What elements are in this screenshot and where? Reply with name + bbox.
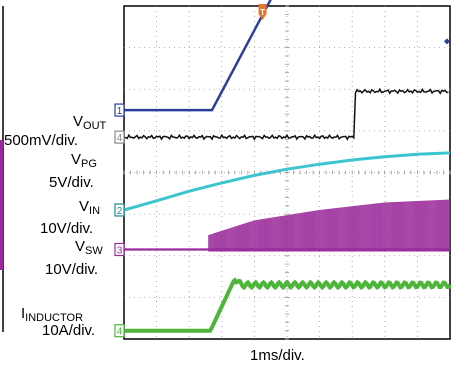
plot-grid xyxy=(123,5,451,340)
vout-name-main: V xyxy=(73,113,84,130)
trace-layer xyxy=(123,0,452,333)
vsw-name-main: V xyxy=(75,238,86,255)
vsw-name-sub: SW xyxy=(85,245,103,257)
channel-marker-vout: 1 xyxy=(114,103,125,117)
channel-marker-box xyxy=(114,203,125,217)
trace-vpg xyxy=(123,87,449,141)
label-vout-scale: 500mV/div. xyxy=(4,132,78,149)
channel-marker-number: 2 xyxy=(117,206,123,217)
channel-marker-number: 4 xyxy=(117,133,123,144)
label-vin: VIN xyxy=(79,198,101,217)
trigger-marker xyxy=(258,4,267,20)
inductor-name-sub: INDUCTOR xyxy=(25,312,84,324)
channel-marker-box xyxy=(114,130,125,144)
label-vpg: VPG xyxy=(71,151,97,170)
trigger-marker-label: T xyxy=(260,8,265,17)
trigger-marker-layer: T xyxy=(258,4,267,20)
label-vpg-scale: 5V/div. xyxy=(49,174,94,191)
trace-vsw-switching xyxy=(208,199,450,252)
vout-right-diamond-marker xyxy=(444,38,450,45)
timebase-label: 1ms/div. xyxy=(250,347,305,364)
label-inductor: IINDUCTOR xyxy=(21,305,84,324)
vpg-name-main: V xyxy=(71,151,82,168)
channel-marker-vpg: 4 xyxy=(114,130,125,144)
vout-name-sub: OUT xyxy=(83,120,107,132)
trace-vin xyxy=(123,151,451,212)
vin-name-main: V xyxy=(79,198,90,215)
label-vin-scale: 10V/div. xyxy=(40,220,94,237)
label-inductor-scale: 10A/div. xyxy=(42,322,96,339)
channel-marker-vsw: 3 xyxy=(114,242,125,257)
channel-marker-box xyxy=(114,103,125,117)
inductor-name-main: I xyxy=(21,305,26,322)
channel-marker-box xyxy=(114,324,125,338)
channel-marker-layer: 1 2 3 4 4 xyxy=(114,38,450,338)
label-vout: VOUT xyxy=(73,113,107,132)
left-panel-purple-strip xyxy=(0,140,3,270)
channel-marker-number: 3 xyxy=(117,246,123,257)
label-vsw: VSW xyxy=(75,238,103,257)
label-vsw-scale: 10V/div. xyxy=(45,261,99,278)
trace-vout xyxy=(124,0,272,112)
channel-marker-number: 4 xyxy=(117,327,123,338)
channel-marker-vin: 2 xyxy=(114,203,125,217)
channel-marker-box xyxy=(114,242,125,257)
channel-marker-inductor: 4 xyxy=(114,324,125,338)
channel-marker-number: 1 xyxy=(117,106,123,117)
vpg-name-sub: PG xyxy=(81,158,97,170)
trace-inductor xyxy=(124,277,452,333)
vin-name-sub: IN xyxy=(89,205,101,217)
